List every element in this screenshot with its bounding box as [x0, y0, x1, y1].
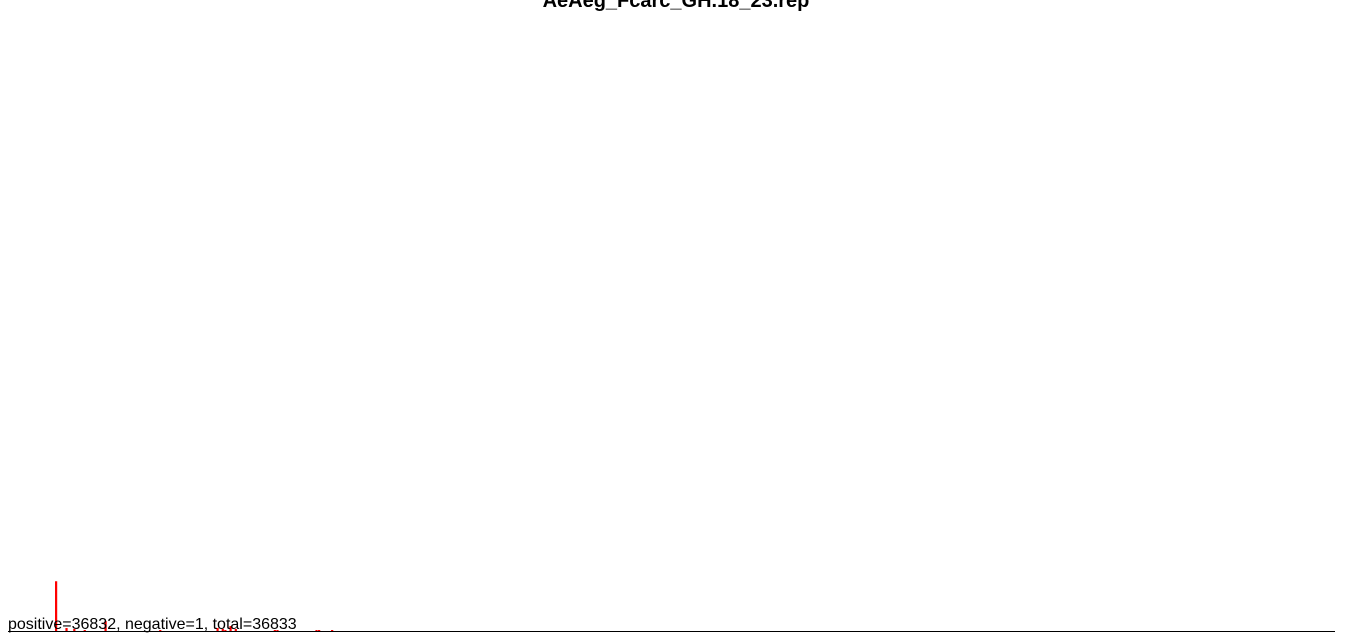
bars-group: [55, 581, 334, 631]
bar: [104, 621, 107, 631]
chart-title: AeAeg_Fcarc_GH.18_23.rep: [543, 0, 810, 12]
bar: [229, 626, 232, 631]
bar: [159, 630, 162, 631]
bar: [221, 629, 224, 631]
bar: [224, 630, 227, 631]
bar: [234, 629, 237, 631]
bar: [55, 581, 58, 631]
count-annotation: positive=36832, negative=1, total=36833: [8, 616, 297, 633]
bar: [83, 630, 86, 631]
bar: [216, 628, 219, 631]
bar: [73, 629, 76, 631]
bar: [318, 630, 321, 631]
bar: [276, 630, 279, 631]
bar: [65, 628, 68, 631]
bar: [315, 630, 318, 631]
bar: [331, 630, 334, 631]
bar: [273, 630, 276, 631]
